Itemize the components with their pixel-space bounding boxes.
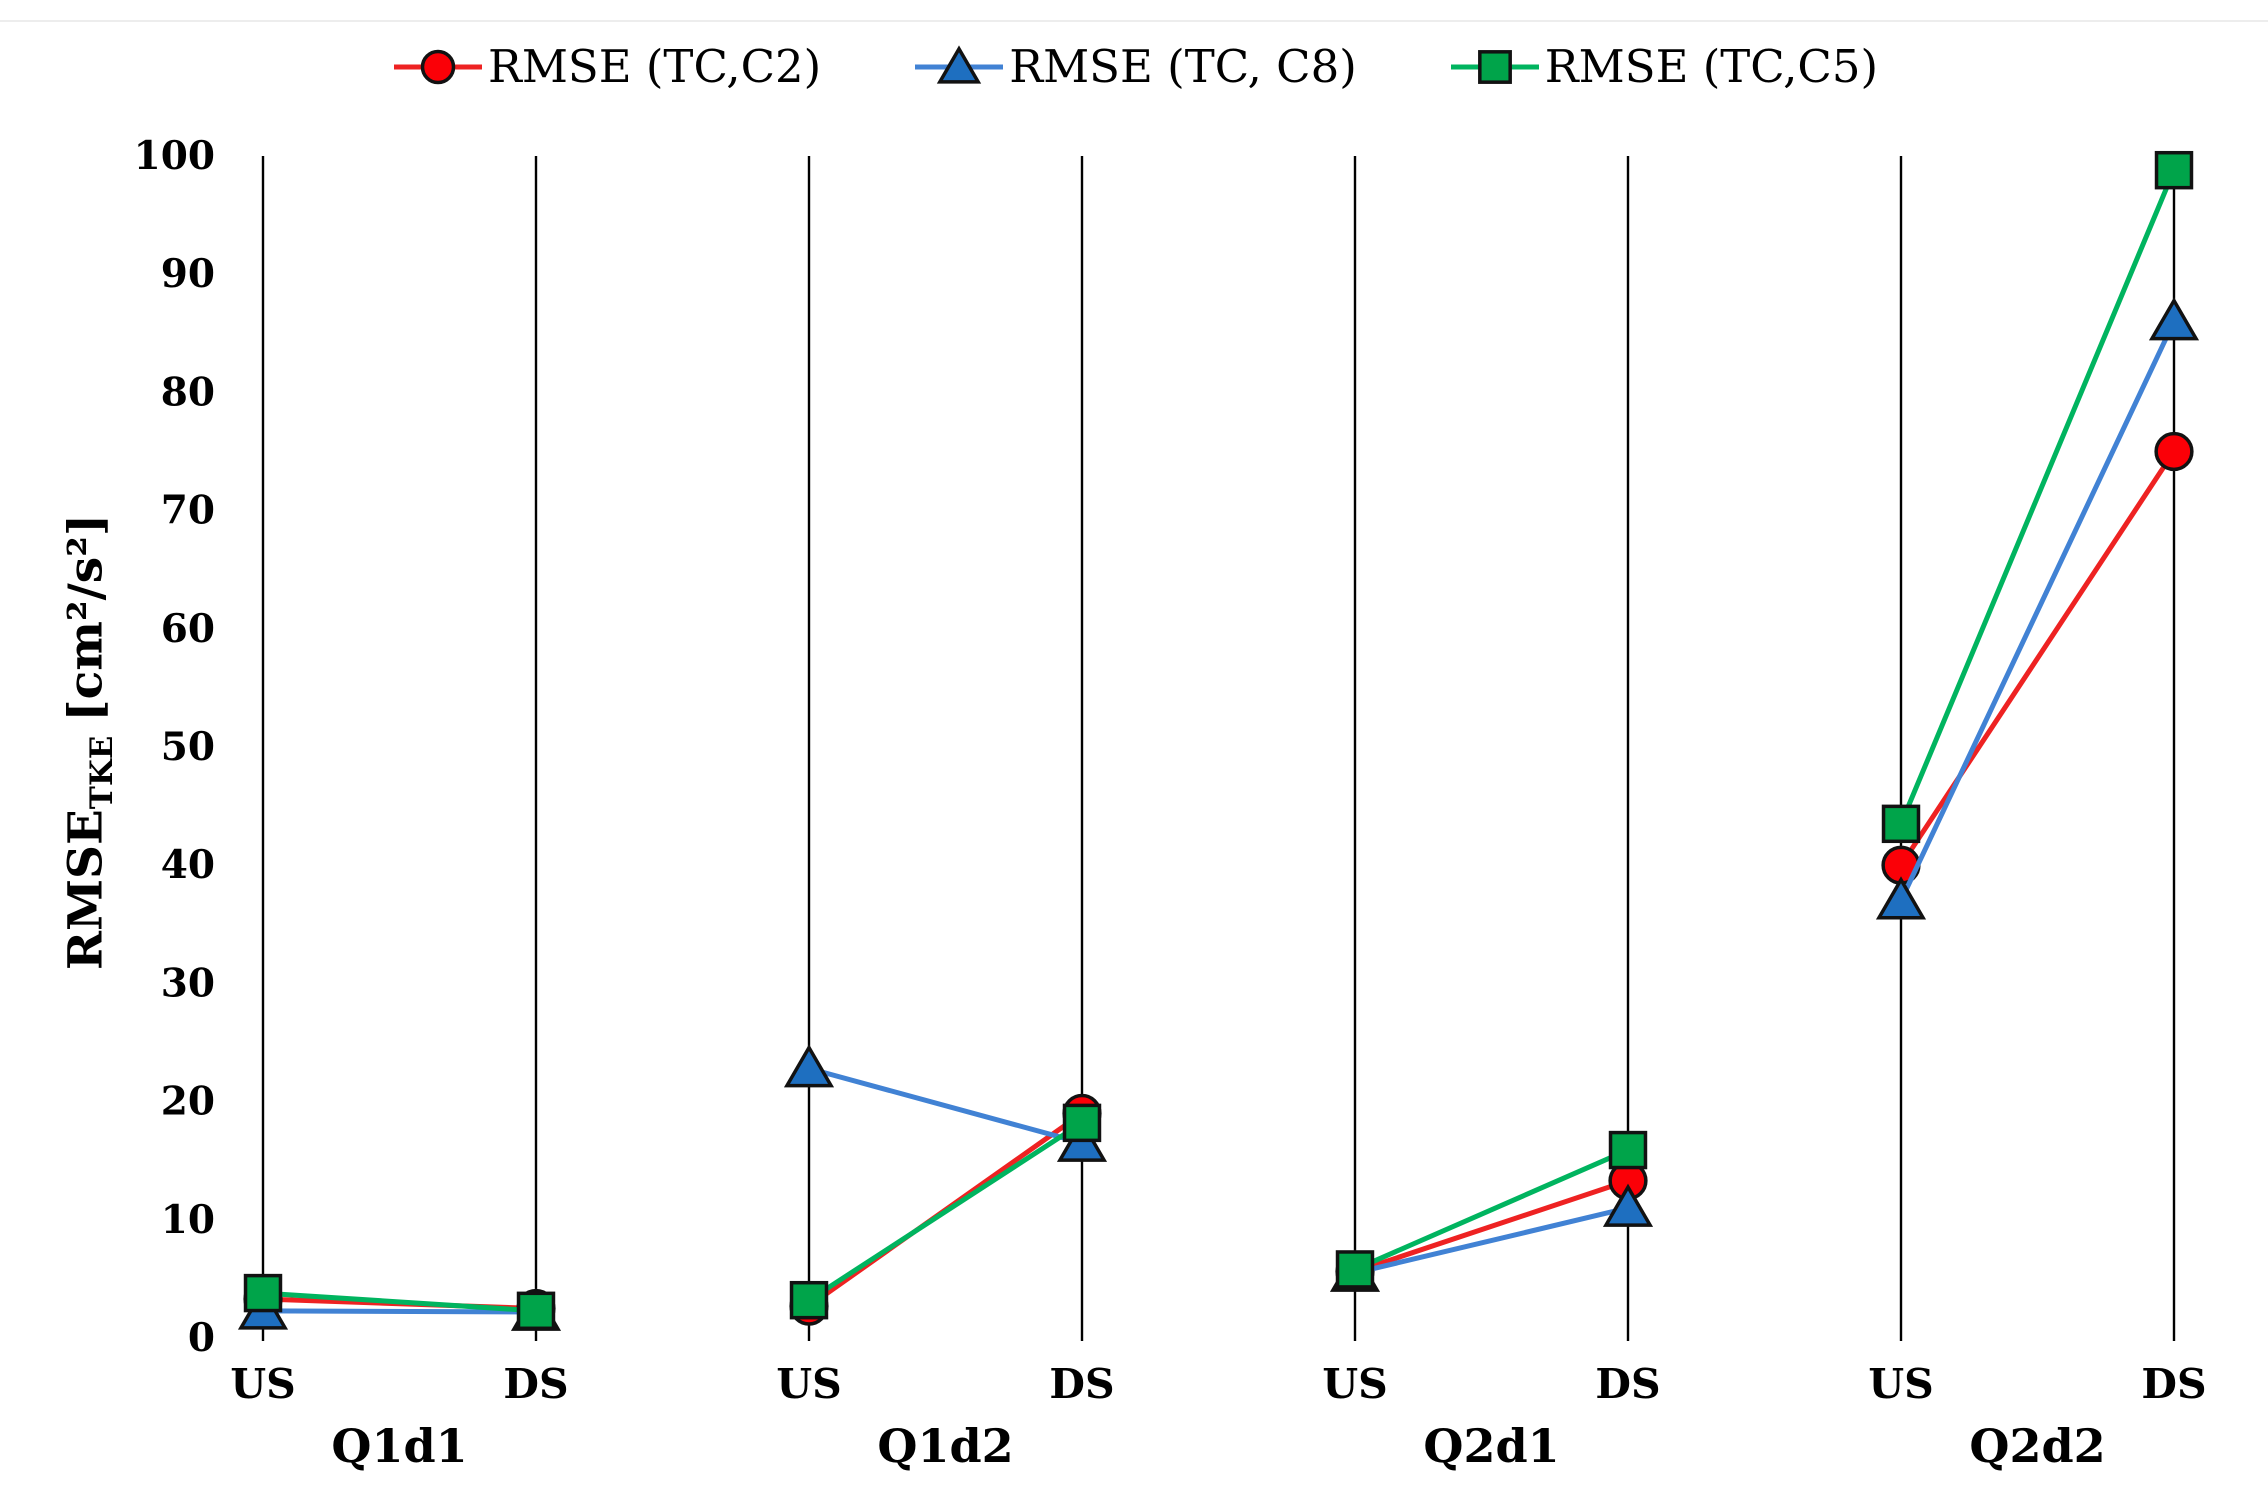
series-segment-q1d2 <box>806 1120 1085 1303</box>
triangle-marker-icon <box>915 44 1004 84</box>
series-segment-q1d1 <box>260 1290 539 1314</box>
legend-item: RMSE (TC,C2) <box>390 40 821 93</box>
y-tick-label: 80 <box>161 369 215 415</box>
y-axis-tick-labels: 0 10 20 30 40 50 60 70 80 90 100 <box>134 133 215 1361</box>
legend-item-label: RMSE (TC,C2) <box>487 40 822 93</box>
series-segment-q2d2 <box>1898 318 2177 904</box>
x-axis-labels: US DS Q1d1 US DS Q1d2 US DS Q2d1 US DS Q2d2 <box>230 1360 2206 1473</box>
series-segment-q2d1 <box>1352 1147 1631 1272</box>
group-label: Q1d1 <box>331 1419 467 1473</box>
square-marker-q2d2-ds <box>2154 150 2194 190</box>
square-marker-q2d1-ds <box>1608 1130 1648 1170</box>
category-axis-lines <box>261 156 2176 1341</box>
series-segment-q1d1 <box>260 1308 539 1315</box>
circle-marker-q2d2-ds <box>2154 431 2194 472</box>
x-tick-label: US <box>1322 1360 1387 1408</box>
square-marker-q1d1-us <box>243 1273 283 1313</box>
square-marker-icon <box>1450 49 1539 84</box>
x-tick-label: DS <box>1595 1360 1660 1408</box>
circle-marker-icon <box>393 49 482 84</box>
y-tick-label: 50 <box>161 724 215 770</box>
series-segment-q2d2 <box>1898 449 2177 868</box>
y-tick-label: 20 <box>161 1079 215 1125</box>
circle-marker-legend <box>420 49 456 84</box>
y-tick-label: 60 <box>161 606 215 652</box>
triangle-marker-q2d2-us <box>1875 876 1927 920</box>
x-tick-label: US <box>230 1360 295 1408</box>
legend-item: RMSE (TC,C5) <box>1447 40 1878 93</box>
square-marker-legend <box>1477 49 1512 84</box>
square-marker-q1d2-ds <box>1062 1103 1102 1143</box>
triangle-marker-q2d1-ds <box>1602 1183 1654 1227</box>
y-tick-label: 0 <box>188 1315 215 1361</box>
legend-item: RMSE (TC, C8) <box>911 40 1357 93</box>
series-rmse-tc-c5 <box>243 150 2194 1331</box>
group-label: Q2d1 <box>1423 1419 1559 1473</box>
triangle-marker-q1d2-us <box>783 1044 835 1088</box>
group-label: Q2d2 <box>1969 1419 2105 1473</box>
y-tick-label: 10 <box>161 1197 215 1243</box>
y-tick-label: 100 <box>134 133 215 179</box>
x-tick-label: US <box>1868 1360 1933 1408</box>
legend-item-label: RMSE (TC,C5) <box>1544 40 1879 93</box>
x-tick-label: DS <box>503 1360 568 1408</box>
square-marker-q2d2-us <box>1881 804 1921 844</box>
y-tick-label: 30 <box>161 960 215 1006</box>
figure-top-border <box>0 20 2268 22</box>
y-tick-label: 40 <box>161 842 215 888</box>
square-marker-q1d1-ds <box>516 1291 556 1331</box>
series-segment-q2d1 <box>1352 1205 1631 1276</box>
triangle-marker-legend <box>937 44 982 84</box>
series-segment-q2d1 <box>1352 1178 1631 1275</box>
y-tick-label: 90 <box>161 251 215 297</box>
group-label: Q1d2 <box>877 1419 1013 1473</box>
x-tick-label: US <box>776 1360 841 1408</box>
square-marker-q1d2-us <box>789 1280 829 1320</box>
x-tick-label: DS <box>2141 1360 2206 1408</box>
legend-item-label: RMSE (TC, C8) <box>1009 40 1357 93</box>
y-tick-label: 70 <box>161 488 215 534</box>
triangle-marker-q2d2-ds <box>2148 297 2200 341</box>
legend: RMSE (TC,C2) RMSE (TC, C8) RMSE (TC,C5) <box>0 40 2268 93</box>
square-marker-q2d1-us <box>1335 1250 1375 1289</box>
x-tick-label: DS <box>1049 1360 1114 1408</box>
series-segment-q2d2 <box>1898 167 2177 827</box>
series-segment-q1d2 <box>806 1066 1085 1146</box>
